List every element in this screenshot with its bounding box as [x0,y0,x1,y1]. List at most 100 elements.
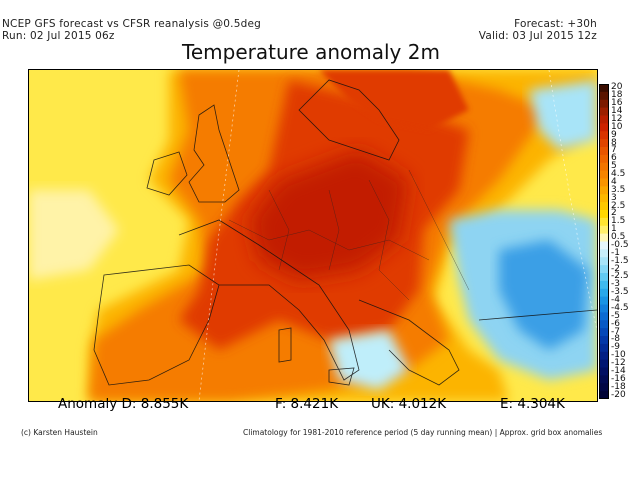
colorbar-tick-label: -18 [611,381,626,392]
colorbar-tick-label: 14 [611,106,623,117]
colorbar-labels: 20 18 16 14 12 10 9 8 7 6 5 4.5 4 3.5 3 2.5 2 1.5 1 0.5 -0.5… [611,82,640,400]
colorbar-swatch [599,210,609,219]
colorbar-tick-label: 20 [611,82,623,93]
colorbar-swatch [599,147,609,156]
stat-germany: Anomaly D: 8.855K [58,396,189,412]
colorbar-tick-label: 8 [611,137,617,148]
colorbar-tick-label: -3 [611,279,620,290]
colorbar-tick-label: 1.5 [611,216,626,227]
colorbar-tick-label: -4 [611,295,620,306]
colorbar-swatch [599,186,609,195]
border-b [268,189,290,271]
colorbar-tick-label: -16 [611,373,626,384]
colorbar-swatch [599,154,609,164]
colorbar-tick-label: -8 [611,334,620,345]
colorbar-swatch [599,273,609,282]
header-right: Forecast: +30h Valid: 03 Jul 2015 12z [479,18,597,42]
colorbar-swatch [599,265,609,274]
colorbar-tick-label: 18 [611,90,623,101]
cool-northeast [529,80,597,150]
colorbar-tick-label: 0.5 [611,232,626,243]
colorbar-swatch [599,343,609,353]
header-left: NCEP GFS forecast vs CFSR reanalysis @0.… [2,18,261,42]
colorbar-swatch [599,320,609,329]
border-d [368,179,410,301]
colorbar-swatch [599,312,609,321]
colorbar-swatch [599,225,609,235]
warm-scandinavia [319,70,469,130]
colorbar-tick-label: 12 [611,113,623,124]
colorbar-swatch [599,280,609,290]
colorbar-tick-label: -10 [611,350,626,361]
coast-ireland [146,151,188,196]
colorbar-swatch [599,178,609,187]
colorbar-outline [599,84,609,399]
colorbar-tick-label: 4.5 [611,169,626,180]
colorbar-swatch [599,115,609,124]
colorbar-swatch [599,84,609,93]
colorbar-tick-label: -5 [611,310,620,321]
coast-iberia [93,264,220,386]
colorbar-tick-label: -2.5 [611,271,629,282]
valid-line: Valid: 03 Jul 2015 12z [478,30,597,42]
colorbar-swatch [599,359,609,368]
colorbar-swatch [599,99,609,109]
colorbar-tick-label: 5 [611,161,617,172]
colorbar-swatch [599,131,609,140]
warm-core [249,150,409,280]
colorbar-tick-label: 2.5 [611,200,626,211]
colorbar-swatch [599,383,609,392]
coast-sardinia [278,327,292,363]
colorbar-tick-label: 1 [611,224,617,235]
colorbar-swatch [599,123,609,132]
colorbar-swatch [599,367,609,376]
cool-east-deep [499,240,589,350]
graticule [198,70,597,401]
forecast-line: Forecast: +30h [514,18,597,30]
colorbar-swatch [599,336,609,345]
colorbar-tick-label: 3.5 [611,184,626,195]
colorbar-tick-label: -7 [611,326,620,337]
colorbar-tick-label: -6 [611,318,620,329]
colorbar [599,84,609,399]
colorbar-swatch [599,91,609,101]
coast-scandinavia [298,79,400,161]
anomaly-field [29,70,597,401]
anomaly-map [28,69,598,402]
coast-sicily [328,367,355,386]
colorbar-swatch [599,107,609,116]
colorbar-tick-label: 2 [611,208,617,219]
coast-france-italy [178,219,360,381]
colorbar-tick-label: -4.5 [611,302,629,313]
colorbar-swatch [599,170,609,179]
colorbar-tick-label: -2 [611,263,620,274]
anomaly-stats: Anomaly D: 8.855K F: 8.421K UK: 4.012K E… [0,396,640,414]
colorbar-tick-label: -0.5 [611,239,629,250]
colorbar-swatch [599,139,609,148]
cool-ionian [329,330,409,390]
colorbar-tick-label: 6 [611,153,617,164]
cool-atlantic [29,190,119,280]
colorbar-swatch [599,217,609,227]
borders [228,169,470,301]
copyright: (c) Karsten Haustein [21,428,98,437]
colorbar-tick-label: 9 [611,129,617,140]
stat-france: F: 8.421K [275,396,339,412]
colorbar-swatch [599,351,609,361]
stat-spain: E: 4.304K [500,396,565,412]
colorbar-tick-label: -1.5 [611,255,629,266]
run-line: Run: 02 Jul 2015 06z [2,30,115,42]
colorbar-swatch [599,257,609,266]
colorbar-swatch [599,233,609,242]
colorbar-swatch [599,328,609,337]
colorbar-tick-label: -20 [611,389,626,400]
climatology-note: Climatology for 1981-2010 reference peri… [243,428,603,437]
colorbar-swatch [599,391,609,399]
border-a [228,219,430,261]
colorbar-swatch [599,296,609,305]
colorbar-swatch [599,241,609,250]
colorbar-tick-label: -3.5 [611,287,629,298]
colorbar-swatch [599,202,609,211]
coast-britain [188,104,240,203]
colorbar-tick-label: -12 [611,358,626,369]
